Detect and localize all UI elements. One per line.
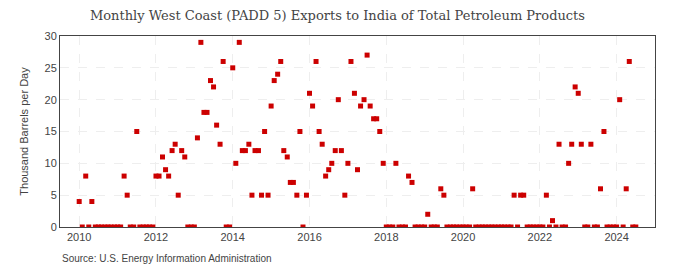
svg-text:5: 5 <box>51 189 57 201</box>
svg-text:2020: 2020 <box>451 231 475 243</box>
svg-text:20: 20 <box>45 94 57 106</box>
svg-text:2022: 2022 <box>528 231 552 243</box>
svg-text:10: 10 <box>45 157 57 169</box>
svg-text:2016: 2016 <box>297 231 321 243</box>
svg-text:2018: 2018 <box>374 231 398 243</box>
svg-text:2010: 2010 <box>67 231 91 243</box>
svg-text:2012: 2012 <box>144 231 168 243</box>
svg-text:Thousand Barrels per Day: Thousand Barrels per Day <box>18 67 30 196</box>
svg-text:Monthly West Coast (PADD 5) Ex: Monthly West Coast (PADD 5) Exports to I… <box>90 8 585 23</box>
svg-text:15: 15 <box>45 125 57 137</box>
svg-text:Source: U.S. Energy Informatio: Source: U.S. Energy Information Administ… <box>62 253 272 264</box>
svg-text:2024: 2024 <box>604 231 628 243</box>
svg-text:25: 25 <box>45 62 57 74</box>
svg-text:2014: 2014 <box>220 231 244 243</box>
svg-text:0: 0 <box>51 221 57 233</box>
svg-text:30: 30 <box>45 30 57 42</box>
